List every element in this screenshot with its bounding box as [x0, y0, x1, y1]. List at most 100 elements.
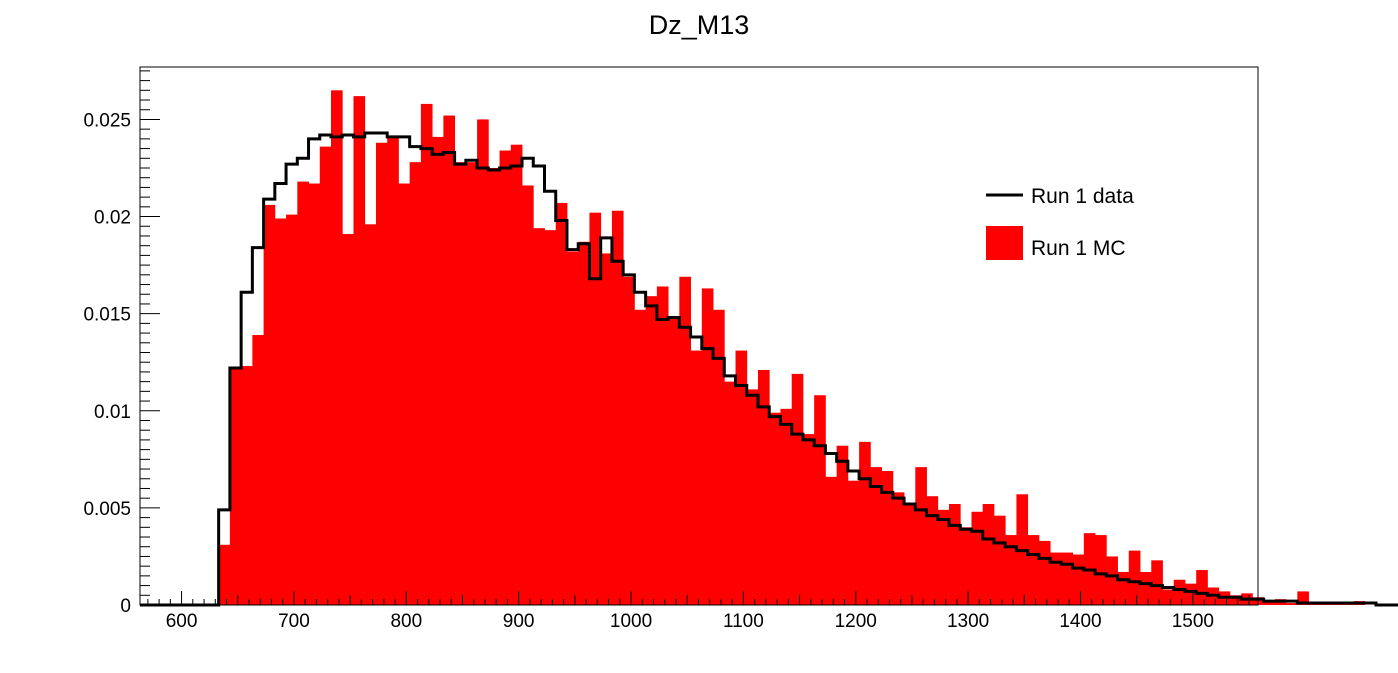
- legend-label-data: Run 1 data: [1031, 185, 1134, 208]
- mc-bar: [589, 212, 602, 606]
- mc-bar: [398, 183, 411, 605]
- x-tick-label: 800: [390, 611, 422, 632]
- mc-bar: [870, 467, 882, 605]
- mc-bar: [825, 476, 838, 605]
- mc-bar: [229, 368, 242, 605]
- mc-bar: [297, 181, 309, 605]
- chart-title: Dz_M13: [649, 10, 750, 40]
- mc-bar: [769, 412, 781, 605]
- mc-bar: [656, 286, 669, 605]
- mc-bar: [510, 144, 523, 605]
- mc-bar: [387, 136, 399, 606]
- mc-bar: [960, 527, 972, 605]
- x-tick-label: 1200: [835, 611, 877, 632]
- mc-bar: [859, 441, 871, 605]
- mc-bar: [668, 317, 680, 605]
- mc-bar: [611, 210, 624, 606]
- y-tick-label: 0: [120, 596, 131, 617]
- legend-label-mc: Run 1 MC: [1031, 237, 1126, 260]
- mc-bar: [1297, 591, 1309, 605]
- mc-bar: [286, 214, 298, 606]
- mc-bar: [1005, 535, 1017, 605]
- mc-bar: [1151, 560, 1163, 605]
- mc-bar: [331, 90, 343, 605]
- plot-frame: [139, 66, 1259, 606]
- x-tick-label: 700: [278, 611, 310, 632]
- x-axis: 600 700 800 900 1000 1100 1200 1300 1400 1500: [147, 591, 1250, 632]
- y-axis: 0 0.005 0.01 0.015 0.02 0.025: [83, 70, 160, 617]
- mc-bar: [1286, 603, 1298, 605]
- mc-bar: [892, 492, 905, 605]
- mc-bar: [780, 408, 793, 605]
- mc-bar: [375, 142, 388, 605]
- mc-bar: [308, 183, 321, 605]
- mc-bar: [1106, 556, 1118, 605]
- mc-bar: [836, 445, 849, 605]
- mc-bar: [623, 276, 635, 605]
- mc-bar: [802, 434, 815, 605]
- y-tick-label: 0.005: [83, 499, 131, 520]
- mc-bar: [488, 168, 500, 605]
- mc-bar: [443, 115, 456, 605]
- mc-bar: [701, 288, 714, 605]
- mc-bar: [1173, 579, 1186, 605]
- mc-bar: [982, 504, 995, 605]
- mc-bar: [724, 381, 736, 605]
- mc-bar: [600, 253, 613, 605]
- mc-bar: [634, 309, 647, 605]
- data-line: [140, 131, 1398, 607]
- mc-bar: [522, 185, 534, 606]
- mc-bar: [937, 509, 950, 605]
- mc-bar: [364, 224, 377, 605]
- mc-bar: [690, 350, 703, 605]
- y-tick-label: 0.01: [94, 402, 131, 423]
- mc-bar: [578, 241, 590, 606]
- mc-bar: [555, 202, 568, 605]
- mc-bar: [1229, 595, 1242, 605]
- mc-bar: [735, 350, 748, 605]
- mc-bar: [847, 480, 860, 605]
- mc-bar: [1117, 571, 1130, 605]
- mc-bar: [409, 162, 422, 606]
- mc-bar: [241, 366, 253, 605]
- mc-bar: [499, 150, 512, 605]
- mc-bar: [353, 96, 366, 605]
- mc-bar: [1095, 535, 1107, 605]
- y-tick-label: 0.02: [94, 208, 131, 229]
- mc-bar: [566, 251, 579, 605]
- mc-bar: [1027, 535, 1040, 605]
- mc-bar: [1038, 540, 1051, 605]
- legend: Run 1 data Run 1 MC: [986, 185, 1134, 260]
- mc-bar: [814, 395, 826, 605]
- mc-bar: [926, 496, 939, 605]
- mc-bar: [993, 515, 1006, 605]
- mc-bar: [713, 309, 725, 605]
- x-tick-label: 900: [503, 611, 535, 632]
- mc-bar: [679, 276, 691, 605]
- data-line-group: [140, 131, 1398, 607]
- mc-bar: [477, 119, 489, 605]
- mc-bar: [218, 544, 231, 605]
- legend-fill-swatch: [986, 226, 1023, 260]
- mc-bar: [1050, 552, 1062, 605]
- mc-bar: [746, 389, 759, 605]
- x-tick-label: 1300: [947, 611, 989, 632]
- mc-bar: [791, 373, 804, 605]
- x-tick-label: 1100: [723, 611, 764, 632]
- mc-bar: [454, 162, 467, 606]
- y-tick-label: 0.015: [83, 305, 131, 326]
- mc-bar: [465, 162, 478, 606]
- mc-bar: [1128, 550, 1141, 605]
- mc-bar: [274, 218, 287, 606]
- mc-bars: [218, 90, 1366, 606]
- mc-bar: [757, 369, 770, 605]
- mc-bar: [1196, 570, 1208, 605]
- x-tick-label: 600: [166, 611, 198, 632]
- mc-bar: [342, 234, 354, 605]
- mc-bar: [1061, 552, 1074, 605]
- mc-bar: [432, 136, 444, 606]
- x-tick-label: 1000: [610, 611, 652, 632]
- mc-bar: [971, 511, 984, 605]
- mc-bar: [904, 504, 916, 605]
